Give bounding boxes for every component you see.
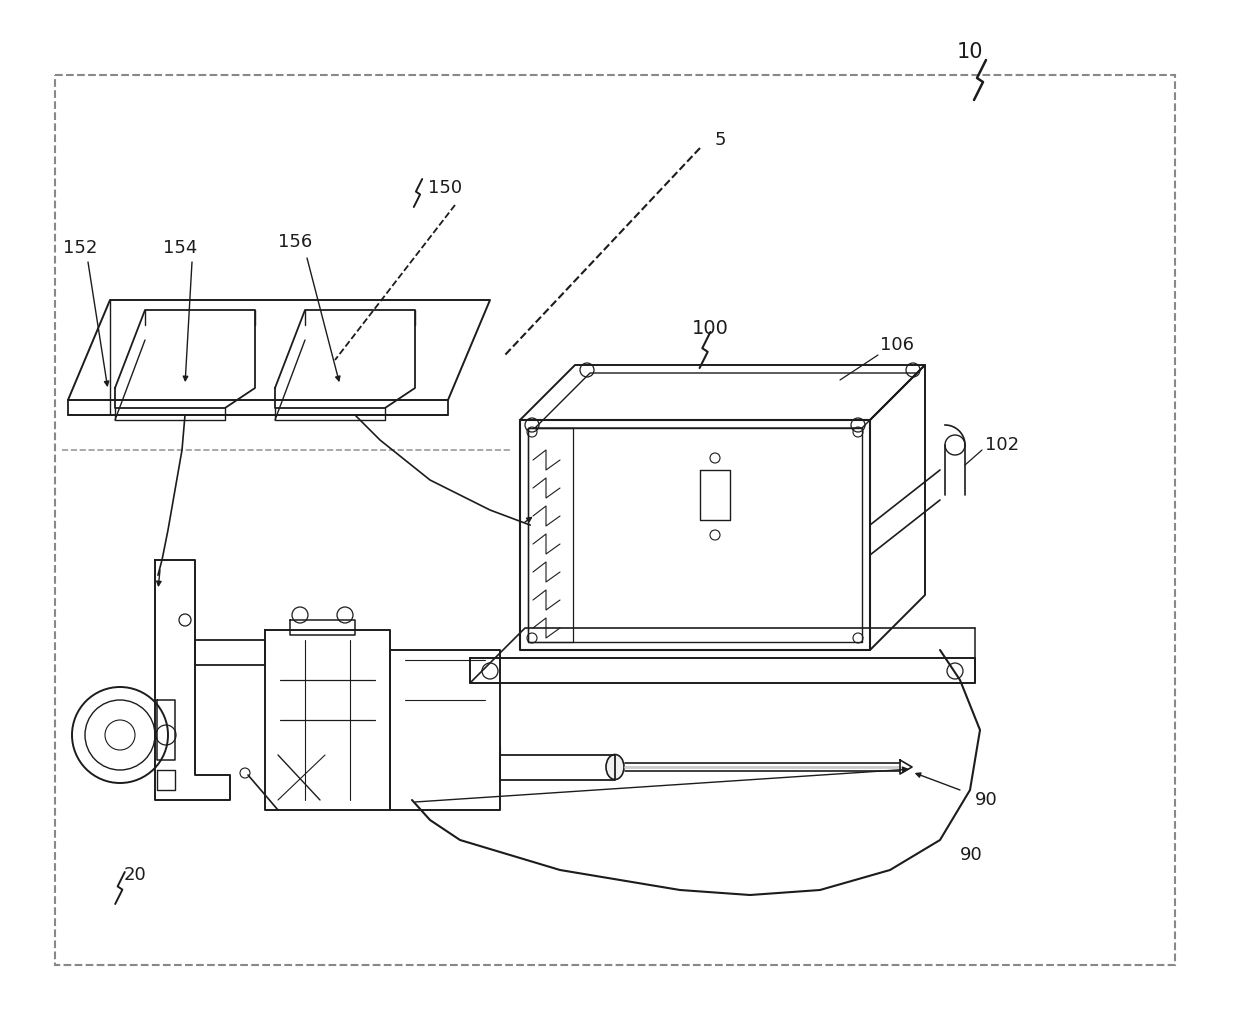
Text: 152: 152 — [63, 239, 97, 257]
Text: 90: 90 — [960, 846, 983, 864]
Text: 5: 5 — [714, 131, 725, 150]
Text: 100: 100 — [692, 318, 728, 338]
Text: 154: 154 — [162, 239, 197, 257]
Text: 10: 10 — [957, 42, 983, 62]
Text: 90: 90 — [975, 791, 998, 809]
Text: 20: 20 — [124, 866, 146, 884]
Text: 102: 102 — [985, 436, 1019, 454]
Text: 156: 156 — [278, 233, 312, 251]
Text: 106: 106 — [880, 336, 914, 354]
Text: 150: 150 — [428, 179, 463, 197]
Ellipse shape — [606, 755, 624, 779]
